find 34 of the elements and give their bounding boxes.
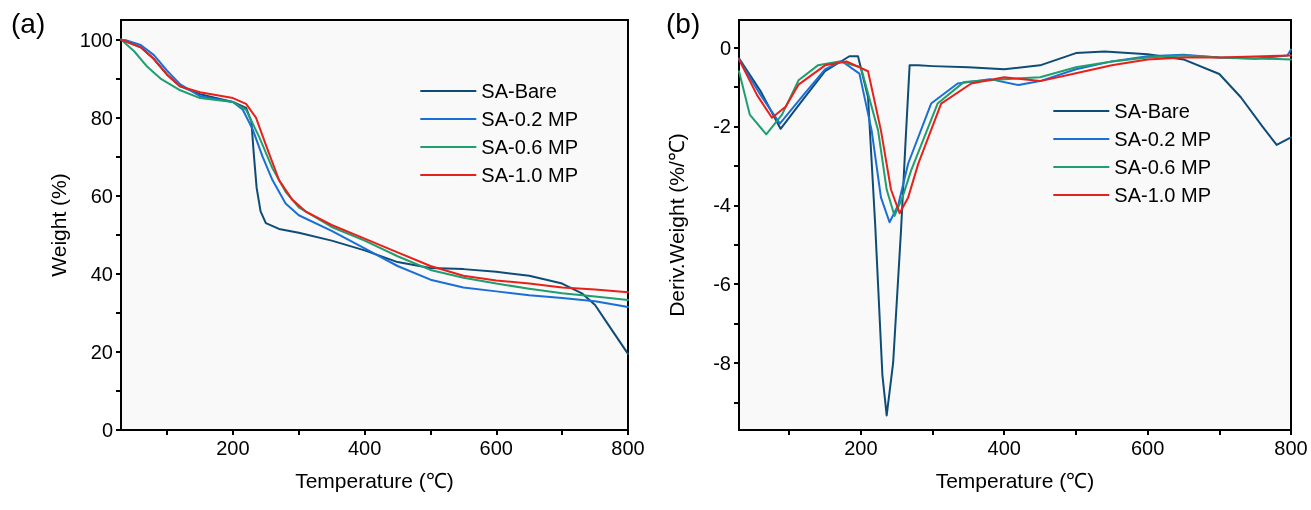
x-tick-label: 600	[479, 437, 513, 459]
line-series	[738, 50, 1292, 417]
legend-label: SA-0.2 MP	[481, 108, 578, 130]
y-tick-label: -8	[713, 351, 731, 374]
x-tick-label: 400	[987, 437, 1021, 459]
y-tick-label: -2	[713, 115, 731, 138]
y-tick-label: -6	[713, 273, 731, 296]
legend-label: SA-Bare	[481, 80, 557, 102]
legend-label: SA-0.6 MP	[481, 136, 578, 158]
chart-title: (a)	[11, 7, 46, 39]
x-tick-label: 400	[347, 437, 382, 459]
legend-label: SA-1.0 MP	[481, 164, 578, 186]
y-tick-label: 20	[90, 340, 113, 363]
x-tick-label: 600	[1130, 437, 1165, 459]
x-axis-title: Temperature (℃)	[295, 469, 454, 492]
chart-title: (b)	[666, 7, 701, 39]
y-axis-title: Deriv.Weight (%/℃)	[665, 133, 688, 317]
x-axis-title: Temperature (℃)	[935, 469, 1095, 492]
legend-label: SA-1.0 MP	[1114, 184, 1211, 206]
x-tick-label: 200	[216, 437, 250, 459]
x-tick-label: 200	[844, 437, 878, 459]
y-tick-label: 80	[90, 106, 113, 129]
y-tick-label: 0	[719, 36, 731, 59]
y-tick-label: -4	[713, 194, 731, 217]
y-axis-title: Weight (%)	[46, 173, 70, 277]
y-tick-label: 60	[90, 184, 113, 207]
y-tick-label: 0	[101, 419, 113, 441]
legend-label: SA-0.2 MP	[1114, 128, 1211, 150]
y-tick-label: 100	[79, 28, 113, 51]
legend-label: SA-0.6 MP	[1114, 156, 1211, 178]
y-tick-label: 40	[90, 262, 113, 285]
x-tick-label: 800	[611, 437, 645, 459]
legend-label: SA-Bare	[1114, 100, 1190, 122]
x-tick-label: 800	[1274, 437, 1308, 459]
